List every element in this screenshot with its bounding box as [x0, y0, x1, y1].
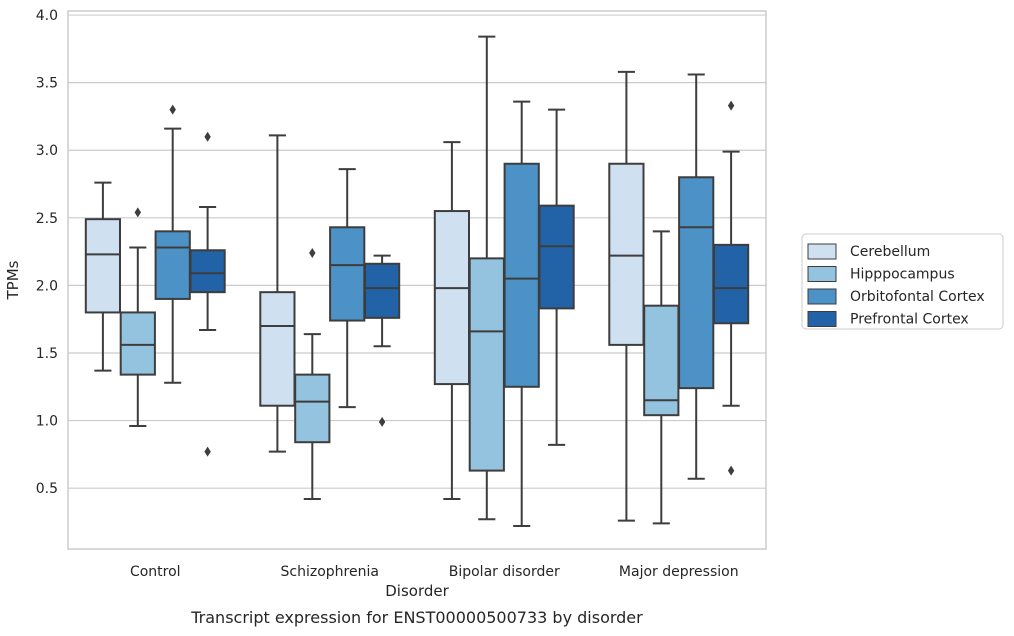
chart-caption: Transcript expression for ENST0000050073…	[190, 608, 643, 627]
x-tick-label: Bipolar disorder	[449, 564, 560, 580]
y-tick-label: 1.0	[36, 414, 58, 430]
x-axis-label: Disorder	[385, 582, 449, 600]
y-tick-label: 1.5	[36, 346, 58, 362]
outlier-point	[169, 104, 176, 115]
outlier-point	[134, 207, 141, 218]
box-2-0	[154, 104, 191, 384]
box-2-2	[503, 100, 540, 528]
y-axis-label: TPMs	[4, 260, 22, 300]
box-groups	[84, 35, 750, 528]
box-0-2	[433, 141, 471, 500]
x-tick-label: Major depression	[619, 564, 739, 580]
box-1-2	[468, 35, 505, 521]
legend-label: Orbitofontal Cortex	[850, 289, 985, 305]
box-3-0	[189, 131, 226, 457]
legend: Cerebellum Hipppocampus Orbitofontal Corte…	[801, 233, 1004, 330]
legend-label: Cerebellum	[850, 244, 930, 260]
box-iqr	[154, 230, 191, 300]
outlier-point	[727, 100, 735, 111]
outlier-point	[204, 131, 211, 142]
outlier-point	[727, 465, 735, 476]
box-1-1	[294, 247, 331, 500]
box-iqr	[259, 291, 296, 407]
y-tick-label: 2.0	[36, 278, 58, 294]
box-3-2	[538, 108, 575, 446]
box-iqr	[712, 243, 750, 325]
box-iqr	[608, 162, 645, 346]
y-tick-label: 4.0	[36, 8, 58, 24]
legend-swatch	[807, 311, 837, 327]
box-0-1	[259, 134, 296, 453]
box-0-3	[608, 70, 645, 522]
box-0-0	[84, 181, 122, 372]
y-tick-label: 3.0	[36, 143, 58, 159]
outlier-point	[378, 416, 386, 427]
box-iqr	[119, 311, 156, 376]
box-3-3	[712, 100, 750, 476]
y-tick-label: 0.5	[36, 481, 58, 497]
legend-label: Prefrontal Cortex	[850, 312, 969, 328]
box-iqr	[329, 226, 366, 322]
y-tick-labels: 0.5 1.0 1.5 2.0 2.5 3.0 3.5 4.0	[36, 8, 58, 497]
box-2-1	[329, 168, 366, 409]
legend-swatch	[807, 243, 837, 260]
box-iqr	[468, 257, 505, 472]
box-iqr	[294, 373, 331, 444]
plot-area-frame	[67, 10, 767, 550]
box-iqr	[643, 304, 680, 417]
box-iqr	[538, 204, 575, 310]
outlier-point	[204, 446, 211, 457]
box-1-0	[119, 207, 156, 427]
legend-swatch	[807, 266, 837, 282]
legend-frame	[801, 233, 1004, 330]
y-tick-label: 3.5	[36, 76, 58, 92]
x-tick-label: Schizophrenia	[281, 564, 379, 580]
legend-swatch	[807, 288, 837, 305]
box-iqr	[433, 210, 471, 386]
box-iqr	[189, 249, 226, 294]
outlier-point	[309, 247, 316, 258]
box-2-3	[678, 73, 715, 480]
legend-label: Hipppocampus	[850, 267, 955, 283]
box-iqr	[678, 176, 715, 390]
y-tick-label: 2.5	[36, 211, 58, 227]
box-iqr	[503, 162, 540, 388]
x-tick-label: Control	[130, 564, 181, 580]
x-tick-labels: Control Schizophrenia Bipolar disorder Majo…	[130, 564, 739, 580]
box-iqr	[84, 218, 122, 314]
box-3-1	[363, 254, 401, 427]
box-iqr	[363, 262, 401, 319]
